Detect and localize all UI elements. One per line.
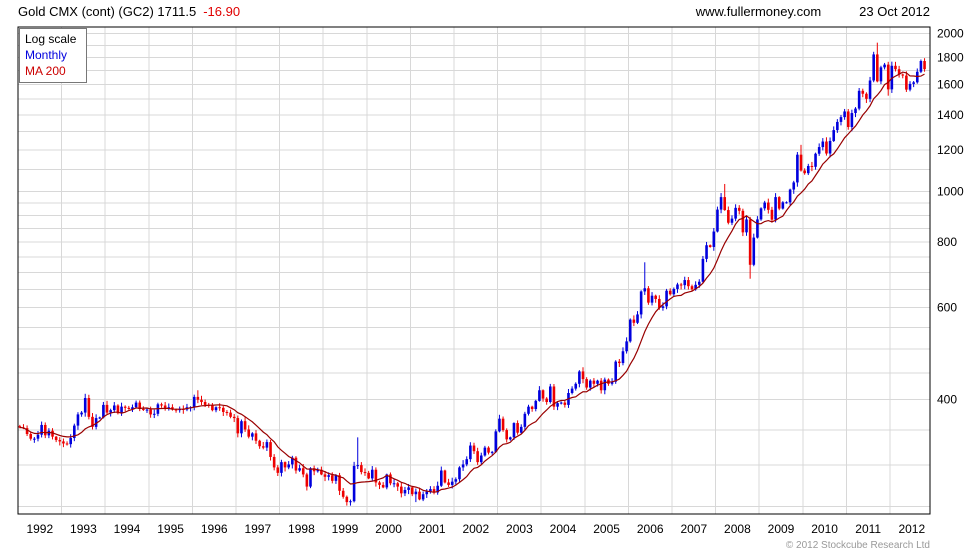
svg-text:2000: 2000	[375, 522, 402, 536]
chart-legend: Log scale Monthly MA 200	[19, 28, 88, 83]
chart-header: Gold CMX (cont) (GC2) 1711.5 -16.90 www.…	[18, 4, 930, 19]
svg-text:1800: 1800	[937, 51, 964, 65]
svg-text:600: 600	[937, 301, 957, 315]
chart-title: Gold CMX (cont) (GC2) 1711.5	[18, 4, 197, 19]
svg-text:2011: 2011	[855, 522, 881, 536]
chart-footer: © 2012 Stockcube Research Ltd	[18, 540, 930, 551]
svg-text:1000: 1000	[937, 184, 964, 198]
svg-text:1600: 1600	[937, 78, 964, 92]
svg-text:1995: 1995	[157, 522, 184, 536]
svg-text:2004: 2004	[550, 522, 577, 536]
svg-text:1993: 1993	[70, 522, 97, 536]
svg-text:1400: 1400	[937, 108, 964, 122]
svg-text:2000: 2000	[937, 27, 964, 41]
svg-text:400: 400	[937, 393, 957, 407]
svg-text:1997: 1997	[244, 522, 271, 536]
legend-scale-label: Log scale	[25, 32, 77, 46]
svg-text:1200: 1200	[937, 143, 964, 157]
svg-text:2002: 2002	[462, 522, 489, 536]
svg-text:1998: 1998	[288, 522, 315, 536]
svg-text:2001: 2001	[419, 522, 446, 536]
legend-interval-label: Monthly	[25, 48, 68, 62]
svg-text:2006: 2006	[637, 522, 664, 536]
svg-text:2005: 2005	[593, 522, 620, 536]
date-label: 23 Oct 2012	[859, 4, 930, 19]
header-right: www.fullermoney.com 23 Oct 2012	[696, 4, 930, 19]
svg-text:800: 800	[937, 235, 957, 249]
svg-text:2009: 2009	[768, 522, 795, 536]
svg-text:2012: 2012	[898, 522, 925, 536]
svg-text:1994: 1994	[114, 522, 141, 536]
legend-ma-label: MA 200	[25, 64, 66, 78]
svg-text:1992: 1992	[26, 522, 53, 536]
svg-text:2003: 2003	[506, 522, 533, 536]
svg-text:2007: 2007	[680, 522, 707, 536]
svg-text:2008: 2008	[724, 522, 751, 536]
price-change: -16.90	[203, 4, 241, 19]
svg-text:2010: 2010	[811, 522, 838, 536]
svg-text:1996: 1996	[201, 522, 228, 536]
website-link[interactable]: www.fullermoney.com	[695, 4, 822, 19]
copyright-label: © 2012 Stockcube Research Ltd	[785, 540, 930, 551]
svg-text:1999: 1999	[332, 522, 359, 536]
title-block: Gold CMX (cont) (GC2) 1711.5 -16.90	[18, 4, 240, 19]
